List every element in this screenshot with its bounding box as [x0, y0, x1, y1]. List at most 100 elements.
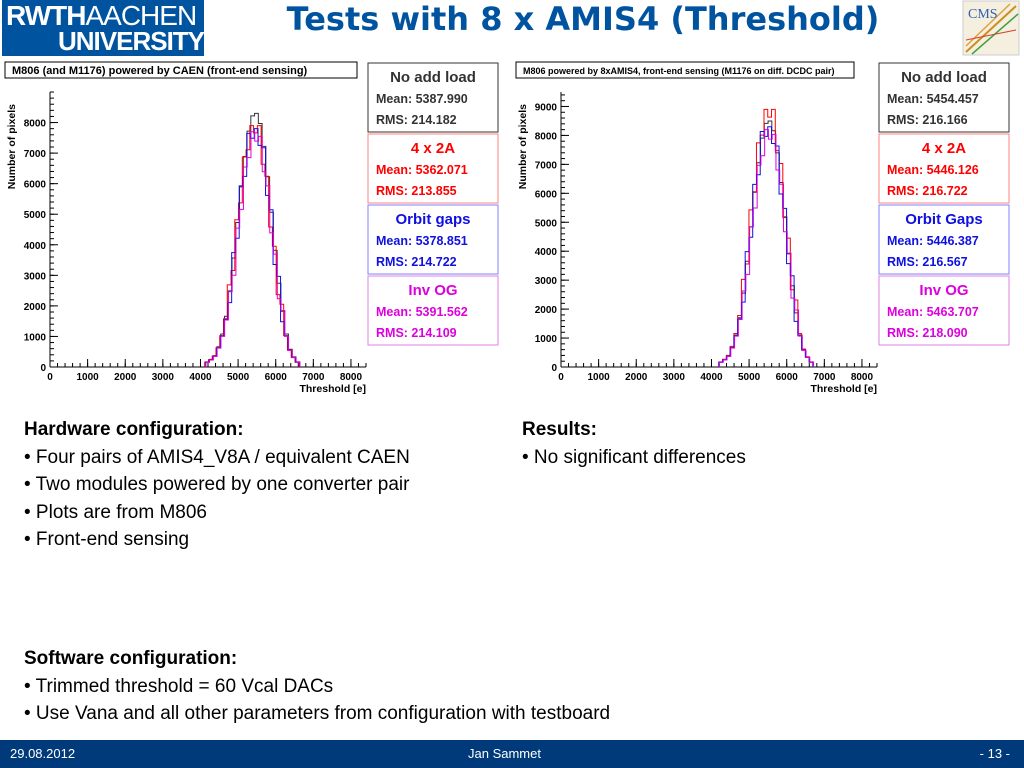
x-tick-label: 7000	[302, 372, 325, 383]
plot-caption-box	[4, 61, 358, 79]
y-tick-label: 7000	[24, 149, 47, 160]
histogram-series-1	[205, 112, 301, 367]
footer-page-number: - 13 -	[979, 746, 1010, 761]
hardware-heading: Hardware configuration:	[24, 419, 244, 440]
stats-box-title: Orbit Gaps	[905, 211, 983, 228]
histogram-chart-left: M806 (and M1176) powered by CAEN (front-…	[4, 61, 499, 395]
logo-aachen-text: AACHEN	[85, 0, 197, 31]
y-axis-label: Number of pixels	[517, 104, 529, 189]
histogram-series-2	[204, 125, 300, 367]
y-tick-label: 4000	[24, 241, 47, 252]
x-tick-label: 1000	[76, 372, 99, 383]
stats-box-title: Orbit gaps	[395, 211, 470, 228]
software-item: • Use Vana and all other parameters from…	[24, 703, 611, 724]
software-heading: Software configuration:	[24, 648, 238, 669]
stats-rms: RMS: 218.090	[887, 326, 968, 340]
y-tick-label: 3000	[24, 271, 47, 282]
logo-rwth-text: RWTH	[6, 0, 86, 31]
stats-rms: RMS: 213.855	[376, 184, 457, 198]
x-tick-label: 7000	[813, 372, 836, 383]
stats-rms: RMS: 216.722	[887, 184, 968, 198]
y-tick-label: 4000	[535, 247, 558, 258]
stats-rms: RMS: 214.109	[376, 326, 457, 340]
y-tick-label: 8000	[535, 131, 558, 142]
plot-caption-box	[515, 61, 855, 79]
stats-mean: Mean: 5446.387	[887, 234, 979, 248]
histogram-series-3	[718, 126, 814, 367]
x-tick-label: 0	[47, 372, 53, 383]
hardware-config: Hardware configuration: • Four pairs of …	[24, 416, 410, 554]
histogram-series-1	[718, 120, 814, 367]
footer-date: 29.08.2012	[10, 746, 76, 761]
stats-box-title: 4 x 2A	[922, 140, 966, 157]
results: Results: • No significant differences	[522, 416, 746, 471]
y-tick-label: 6000	[24, 180, 47, 191]
hardware-item: • Four pairs of AMIS4_V8A / equivalent C…	[24, 446, 410, 468]
x-tick-label: 5000	[738, 372, 761, 383]
x-tick-label: 0	[558, 372, 564, 383]
stats-box-title: 4 x 2A	[411, 140, 455, 157]
plot-left: M806 (and M1176) powered by CAEN (front-…	[4, 60, 504, 400]
plot-caption: M806 (and M1176) powered by CAEN (front-…	[12, 65, 308, 77]
slide-title: Tests with 8 x AMIS4 (Threshold)	[286, 0, 880, 38]
results-item: • No significant differences	[522, 446, 746, 468]
y-tick-label: 7000	[535, 160, 558, 171]
hardware-item: • Two modules powered by one converter p…	[24, 474, 410, 495]
slide-header: RWTHAACHEN UNIVERSITY Tests with 8 x AMI…	[0, 0, 1024, 56]
x-tick-label: 1000	[587, 372, 610, 383]
x-tick-label: 2000	[625, 372, 648, 383]
footer-author: Jan Sammet	[468, 746, 541, 761]
rwth-logo: RWTHAACHEN UNIVERSITY	[2, 0, 205, 56]
y-tick-label: 9000	[535, 102, 558, 113]
y-axis-label: Number of pixels	[6, 104, 18, 189]
stats-box	[878, 275, 1010, 346]
stats-mean: Mean: 5387.990	[376, 92, 468, 106]
stats-mean: Mean: 5362.071	[376, 163, 468, 177]
y-tick-label: 8000	[24, 119, 47, 130]
slide-footer: 29.08.2012 Jan Sammet - 13 -	[0, 740, 1024, 768]
y-tick-label: 1000	[535, 334, 558, 345]
y-tick-label: 5000	[24, 210, 47, 221]
x-tick-label: 5000	[227, 372, 250, 383]
y-tick-label: 5000	[535, 218, 558, 229]
software-item: • Trimmed threshold = 60 Vcal DACs	[24, 675, 334, 697]
svg-text:CMS: CMS	[968, 7, 998, 22]
results-heading: Results:	[522, 419, 597, 440]
stats-box	[367, 62, 499, 133]
y-tick-label: 6000	[535, 189, 558, 200]
cms-logo: CMS	[962, 0, 1020, 56]
stats-rms: RMS: 216.166	[887, 113, 968, 127]
stats-mean: Mean: 5446.126	[887, 163, 979, 177]
histogram-series-4	[205, 131, 301, 367]
logo-university-text: UNIVERSITY	[58, 26, 205, 56]
x-tick-label: 6000	[776, 372, 799, 383]
hardware-item: • Front-end sensing	[24, 529, 190, 550]
histogram-chart-right: M806 powered by 8xAMIS4, front-end sensi…	[515, 61, 1010, 395]
stats-mean: Mean: 5378.851	[376, 234, 468, 248]
y-tick-label: 3000	[535, 276, 558, 287]
stats-box-title: No add load	[901, 69, 987, 86]
y-tick-label: 1000	[24, 332, 47, 343]
software-config: Software configuration: • Trimmed thresh…	[24, 645, 610, 728]
plot-right: M806 powered by 8xAMIS4, front-end sensi…	[515, 60, 1015, 400]
stats-mean: Mean: 5454.457	[887, 92, 979, 106]
stats-box	[878, 133, 1010, 204]
x-tick-label: 3000	[663, 372, 686, 383]
stats-box	[367, 275, 499, 346]
x-tick-label: 8000	[851, 372, 874, 383]
stats-box	[878, 204, 1010, 275]
stats-rms: RMS: 216.567	[887, 255, 968, 269]
x-tick-label: 3000	[152, 372, 175, 383]
y-tick-label: 2000	[24, 302, 47, 313]
x-axis-label: Threshold [e]	[299, 383, 366, 395]
stats-box	[367, 133, 499, 204]
histogram-series-4	[719, 129, 815, 367]
x-tick-label: 2000	[114, 372, 137, 383]
plot-caption: M806 powered by 8xAMIS4, front-end sensi…	[523, 66, 835, 76]
y-tick-label: 2000	[535, 305, 558, 316]
x-axis-label: Threshold [e]	[810, 383, 877, 395]
hardware-item: • Plots are from M806	[24, 501, 207, 523]
x-tick-label: 4000	[700, 372, 723, 383]
stats-box	[367, 204, 499, 275]
x-tick-label: 8000	[340, 372, 363, 383]
